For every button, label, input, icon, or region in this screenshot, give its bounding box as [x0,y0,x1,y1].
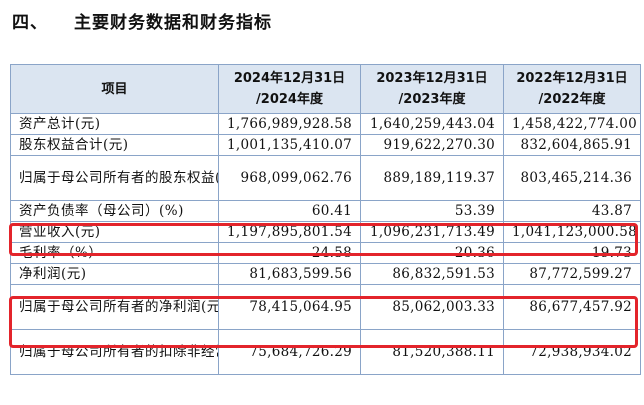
table-row: 归属于母公司所有者的股东权益(元) 968,099,062.76 889,189… [11,156,641,201]
cell-2022: 86,677,457.92 [504,285,641,330]
cell-2023: 85,062,003.33 [361,285,504,330]
table-row: 归属于母公司所有者的扣除非经常性损益后的净利润 75,684,726.29 81… [11,330,641,375]
cell-2022: 72,938,934.02 [504,330,641,375]
table-row: 归属于母公司所有者的净利润(元) 78,415,064.95 85,062,00… [11,285,641,330]
row-label: 归属于母公司所有者的净利润(元) [11,285,219,330]
row-label: 资产总计(元) [11,114,219,135]
cell-2023: 919,622,270.30 [361,135,504,156]
table-row: 资产负债率（母公司）(%) 60.41 53.39 43.87 [11,201,641,222]
row-label: 归属于母公司所有者的股东权益(元) [11,156,219,201]
cell-2024: 75,684,726.29 [219,330,361,375]
cell-2022: 19.73 [504,243,641,264]
row-label: 营业收入(元) [11,222,219,243]
table-row: 净利润(元) 81,683,599.56 86,832,591.53 87,77… [11,264,641,285]
cell-2022: 803,465,214.36 [504,156,641,201]
cell-2023: 81,520,388.11 [361,330,504,375]
section-heading: 四、 主要财务数据和财务指标 [12,8,272,33]
row-label: 资产负债率（母公司）(%) [11,201,219,222]
cell-2023: 1,096,231,713.49 [361,222,504,243]
cell-2024: 24.58 [219,243,361,264]
section-number: 四、 [12,8,74,33]
row-label: 归属于母公司所有者的扣除非经常性损益后的净利润 [11,330,219,375]
header-item: 项目 [11,65,219,114]
cell-2023: 20.36 [361,243,504,264]
cell-2024: 1,766,989,928.58 [219,114,361,135]
cell-2024: 81,683,599.56 [219,264,361,285]
table-row: 股东权益合计(元) 1,001,135,410.07 919,622,270.3… [11,135,641,156]
header-2023: 2023年12月31日 /2023年度 [361,65,504,114]
cell-2022: 1,041,123,000.58 [504,222,641,243]
cell-2024: 78,415,064.95 [219,285,361,330]
cell-2022: 1,458,422,774.00 [504,114,641,135]
cell-2024: 1,001,135,410.07 [219,135,361,156]
cell-2024: 968,099,062.76 [219,156,361,201]
row-label: 净利润(元) [11,264,219,285]
header-2022: 2022年12月31日 /2022年度 [504,65,641,114]
cell-2023: 889,189,119.37 [361,156,504,201]
table-row: 营业收入(元) 1,197,895,801.54 1,096,231,713.4… [11,222,641,243]
table-row: 毛利率（%） 24.58 20.36 19.73 [11,243,641,264]
section-title: 主要财务数据和财务指标 [74,13,272,33]
cell-2022: 832,604,865.91 [504,135,641,156]
cell-2022: 87,772,599.27 [504,264,641,285]
row-label: 毛利率（%） [11,243,219,264]
cell-2024: 1,197,895,801.54 [219,222,361,243]
cell-2023: 53.39 [361,201,504,222]
header-2024: 2024年12月31日 /2024年度 [219,65,361,114]
row-label: 股东权益合计(元) [11,135,219,156]
cell-2023: 86,832,591.53 [361,264,504,285]
financial-data-table: 项目 2024年12月31日 /2024年度 2023年12月31日 /2023… [10,64,641,375]
cell-2022: 43.87 [504,201,641,222]
table-header-row: 项目 2024年12月31日 /2024年度 2023年12月31日 /2023… [11,65,641,114]
cell-2024: 60.41 [219,201,361,222]
table-row: 资产总计(元) 1,766,989,928.58 1,640,259,443.0… [11,114,641,135]
cell-2023: 1,640,259,443.04 [361,114,504,135]
